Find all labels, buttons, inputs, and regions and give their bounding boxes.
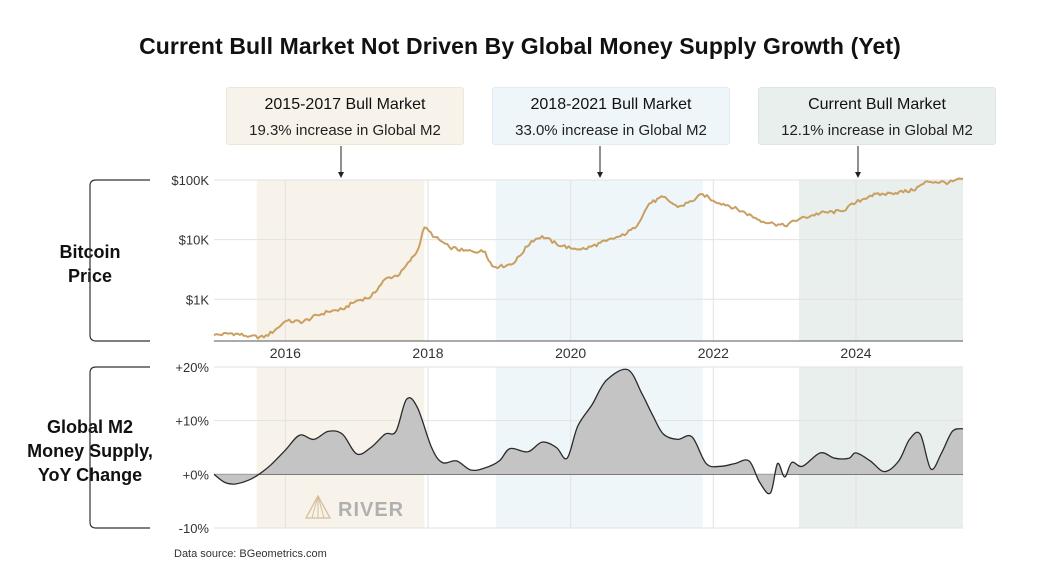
period-band — [798, 367, 963, 528]
data-source: Data source: BGeometrics.com — [174, 548, 327, 560]
callout-subtext: 33.0% increase in Global M2 — [515, 122, 707, 139]
m2-y-tick-label: +20% — [175, 360, 209, 375]
chart-title: Current Bull Market Not Driven By Global… — [139, 33, 901, 59]
x-tick-label: 2016 — [270, 345, 301, 361]
callout-pointer-arrow — [597, 172, 603, 178]
x-tick-label: 2018 — [412, 345, 443, 361]
callout-subtext: 19.3% increase in Global M2 — [249, 122, 441, 139]
m2-y-tick-label: +10% — [175, 414, 209, 429]
btc-y-tick-label: $100K — [171, 173, 209, 188]
period-band — [256, 180, 425, 341]
river-logo-mark — [304, 494, 332, 519]
x-tick-label: 2022 — [698, 345, 729, 361]
m2-y-tick-label: +0% — [183, 467, 210, 482]
m2-yoy-line — [213, 368, 964, 495]
callout-2015-2017: 2015-2017 Bull Market 19.3% increase in … — [226, 87, 464, 145]
period-band — [798, 180, 963, 341]
callout-subtext: 12.1% increase in Global M2 — [781, 122, 973, 139]
river-logo: RIVER — [338, 499, 404, 521]
callout-heading: Current Bull Market — [808, 96, 946, 113]
bitcoin-bracket — [89, 179, 150, 342]
btc-y-tick-label: $1K — [186, 292, 209, 307]
m2-y-tick-label: -10% — [179, 521, 210, 536]
btc-price-line — [213, 177, 964, 340]
callout-current: Current Bull Market 12.1% increase in Gl… — [758, 87, 996, 145]
x-tick-label: 2020 — [555, 345, 586, 361]
period-band — [495, 180, 703, 341]
m2-bracket — [89, 366, 150, 529]
callout-pointer-arrow — [338, 172, 344, 178]
callout-heading: 2018-2021 Bull Market — [530, 96, 692, 113]
callout-heading: 2015-2017 Bull Market — [264, 96, 426, 113]
x-tick-label: 2024 — [840, 345, 871, 361]
m2-area-fill — [214, 369, 963, 494]
callout-2018-2021: 2018-2021 Bull Market 33.0% increase in … — [492, 87, 730, 145]
btc-y-tick-label: $10K — [179, 233, 210, 248]
callout-pointer-arrow — [855, 172, 861, 178]
